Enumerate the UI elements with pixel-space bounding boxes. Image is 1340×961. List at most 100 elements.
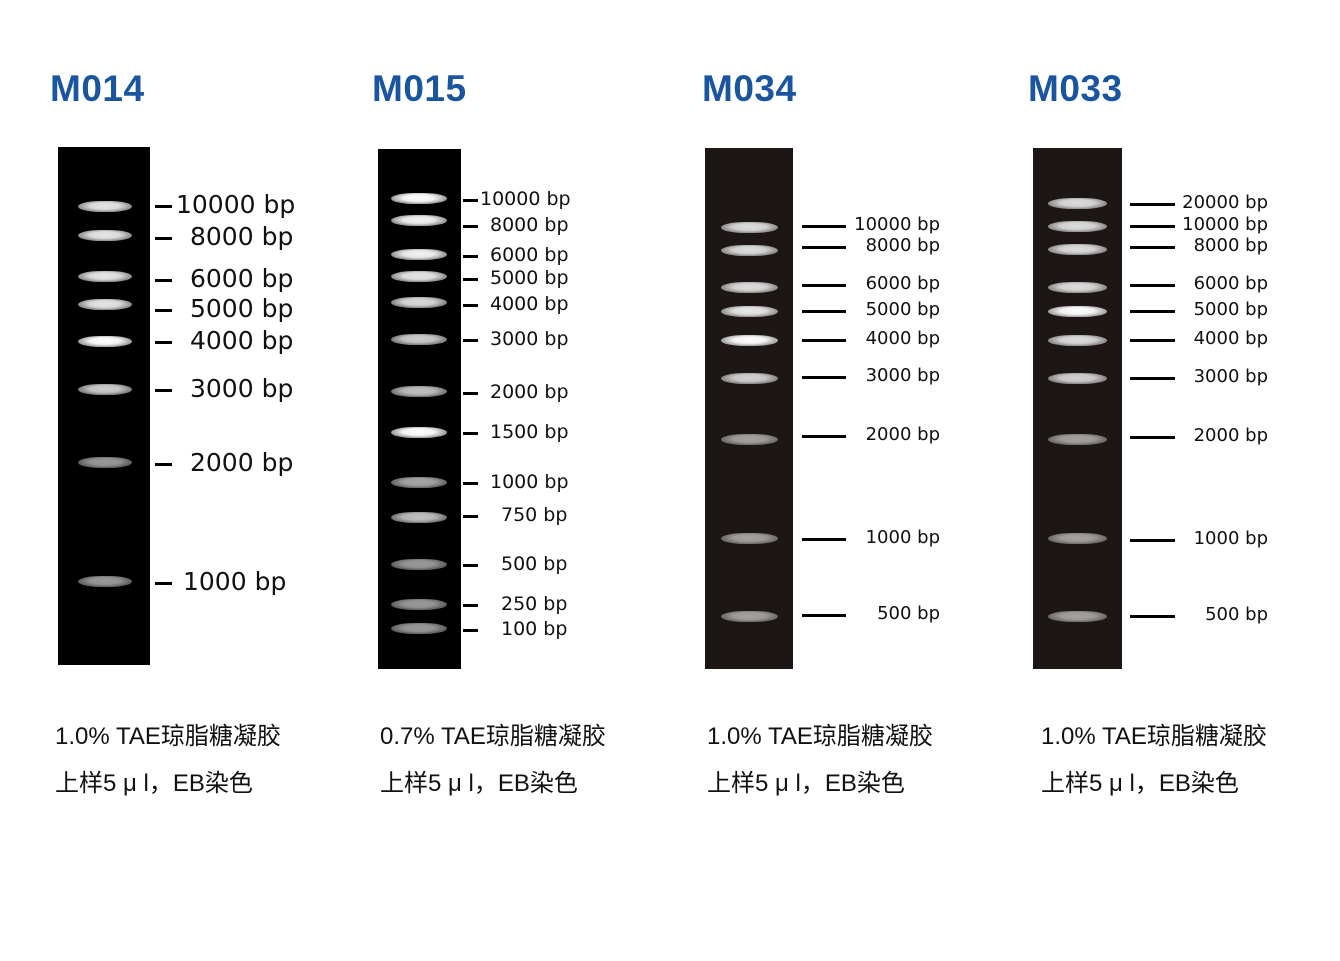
loading-caption: 上样5 μ l，EB染色 (707, 770, 905, 797)
band-size-label: 100 bp (501, 617, 568, 640)
gel-band (391, 215, 447, 226)
band-tick (802, 376, 846, 379)
band-tick (1130, 539, 1175, 542)
band-tick (802, 339, 846, 342)
band-tick (1130, 284, 1175, 287)
gel-image (378, 149, 461, 669)
band-tick (155, 309, 172, 312)
gel-band (78, 576, 132, 587)
gel-band (721, 335, 778, 346)
band-tick (802, 614, 846, 617)
gel-band (1048, 335, 1107, 346)
gel-band (1048, 373, 1107, 384)
band-tick (1130, 310, 1175, 313)
gel-band (391, 193, 447, 204)
band-tick (802, 246, 846, 249)
band-tick (802, 310, 846, 313)
band-size-label: 500 bp (501, 552, 568, 575)
band-size-label: 3000 bp (1193, 366, 1268, 388)
gel-band (391, 477, 447, 488)
gel-condition-caption: 0.7% TAE琼脂糖凝胶 (380, 723, 606, 750)
gel-band (78, 336, 132, 347)
band-size-label: 8000 bp (190, 222, 294, 252)
band-tick (155, 341, 172, 344)
band-tick (1130, 436, 1175, 439)
gel-band (1048, 306, 1107, 317)
band-tick (463, 199, 478, 202)
band-size-label: 1000 bp (490, 470, 569, 493)
gel-band (391, 599, 447, 610)
band-tick (1130, 203, 1175, 206)
band-size-label: 500 bp (877, 603, 940, 625)
band-size-label: 8000 bp (1193, 235, 1268, 257)
panel-title: M034 (702, 68, 797, 109)
gel-band (391, 623, 447, 634)
band-size-label: 1000 bp (1193, 528, 1268, 550)
band-size-label: 4000 bp (865, 328, 940, 350)
band-size-label: 5000 bp (190, 294, 294, 324)
band-tick (463, 432, 478, 435)
band-tick (1130, 377, 1175, 380)
band-tick (463, 564, 478, 567)
gel-band (391, 512, 447, 523)
band-size-label: 1000 bp (865, 527, 940, 549)
band-size-label: 250 bp (501, 592, 568, 615)
loading-caption: 上样5 μ l，EB染色 (55, 770, 253, 797)
band-tick (463, 339, 478, 342)
band-tick (463, 482, 478, 485)
gel-band (391, 386, 447, 397)
band-size-label: 3000 bp (490, 327, 569, 350)
panel-title: M015 (372, 68, 467, 109)
band-size-label: 8000 bp (490, 213, 569, 236)
loading-caption: 上样5 μ l，EB染色 (1041, 770, 1239, 797)
gel-band (78, 230, 132, 241)
band-tick (802, 538, 846, 541)
band-size-label: 4000 bp (490, 292, 569, 315)
gel-image (58, 147, 150, 665)
band-size-label: 10000 bp (480, 187, 571, 210)
gel-band (721, 245, 778, 256)
band-tick (802, 284, 846, 287)
band-tick (155, 237, 172, 240)
gel-band (78, 457, 132, 468)
band-size-label: 8000 bp (865, 235, 940, 257)
gel-image (705, 148, 793, 669)
band-size-label: 4000 bp (190, 326, 294, 356)
gel-band (78, 299, 132, 310)
band-size-label: 10000 bp (854, 214, 940, 236)
gel-band (721, 306, 778, 317)
gel-band (1048, 198, 1107, 209)
band-tick (463, 604, 478, 607)
gel-band (391, 334, 447, 345)
gel-condition-caption: 1.0% TAE琼脂糖凝胶 (707, 723, 933, 750)
loading-caption: 上样5 μ l，EB染色 (380, 770, 578, 797)
band-size-label: 5000 bp (865, 299, 940, 321)
band-size-label: 4000 bp (1193, 328, 1268, 350)
band-size-label: 1500 bp (490, 420, 569, 443)
panel-title: M014 (50, 68, 145, 109)
band-tick (155, 205, 172, 208)
gel-band (1048, 434, 1107, 445)
gel-image (1033, 148, 1122, 669)
gel-band (721, 611, 778, 622)
gel-band (78, 201, 132, 212)
band-size-label: 500 bp (1205, 604, 1268, 626)
band-tick (1130, 339, 1175, 342)
band-size-label: 2000 bp (190, 448, 294, 478)
band-tick (802, 435, 846, 438)
gel-band (78, 271, 132, 282)
band-size-label: 6000 bp (865, 273, 940, 295)
band-tick (463, 278, 478, 281)
band-size-label: 5000 bp (490, 266, 569, 289)
gel-condition-caption: 1.0% TAE琼脂糖凝胶 (1041, 723, 1267, 750)
gel-band (721, 282, 778, 293)
band-tick (155, 582, 172, 585)
band-tick (1130, 225, 1175, 228)
band-tick (463, 304, 478, 307)
gel-band (721, 533, 778, 544)
band-tick (463, 392, 478, 395)
gel-band (391, 559, 447, 570)
band-size-label: 2000 bp (1193, 425, 1268, 447)
band-tick (463, 255, 478, 258)
